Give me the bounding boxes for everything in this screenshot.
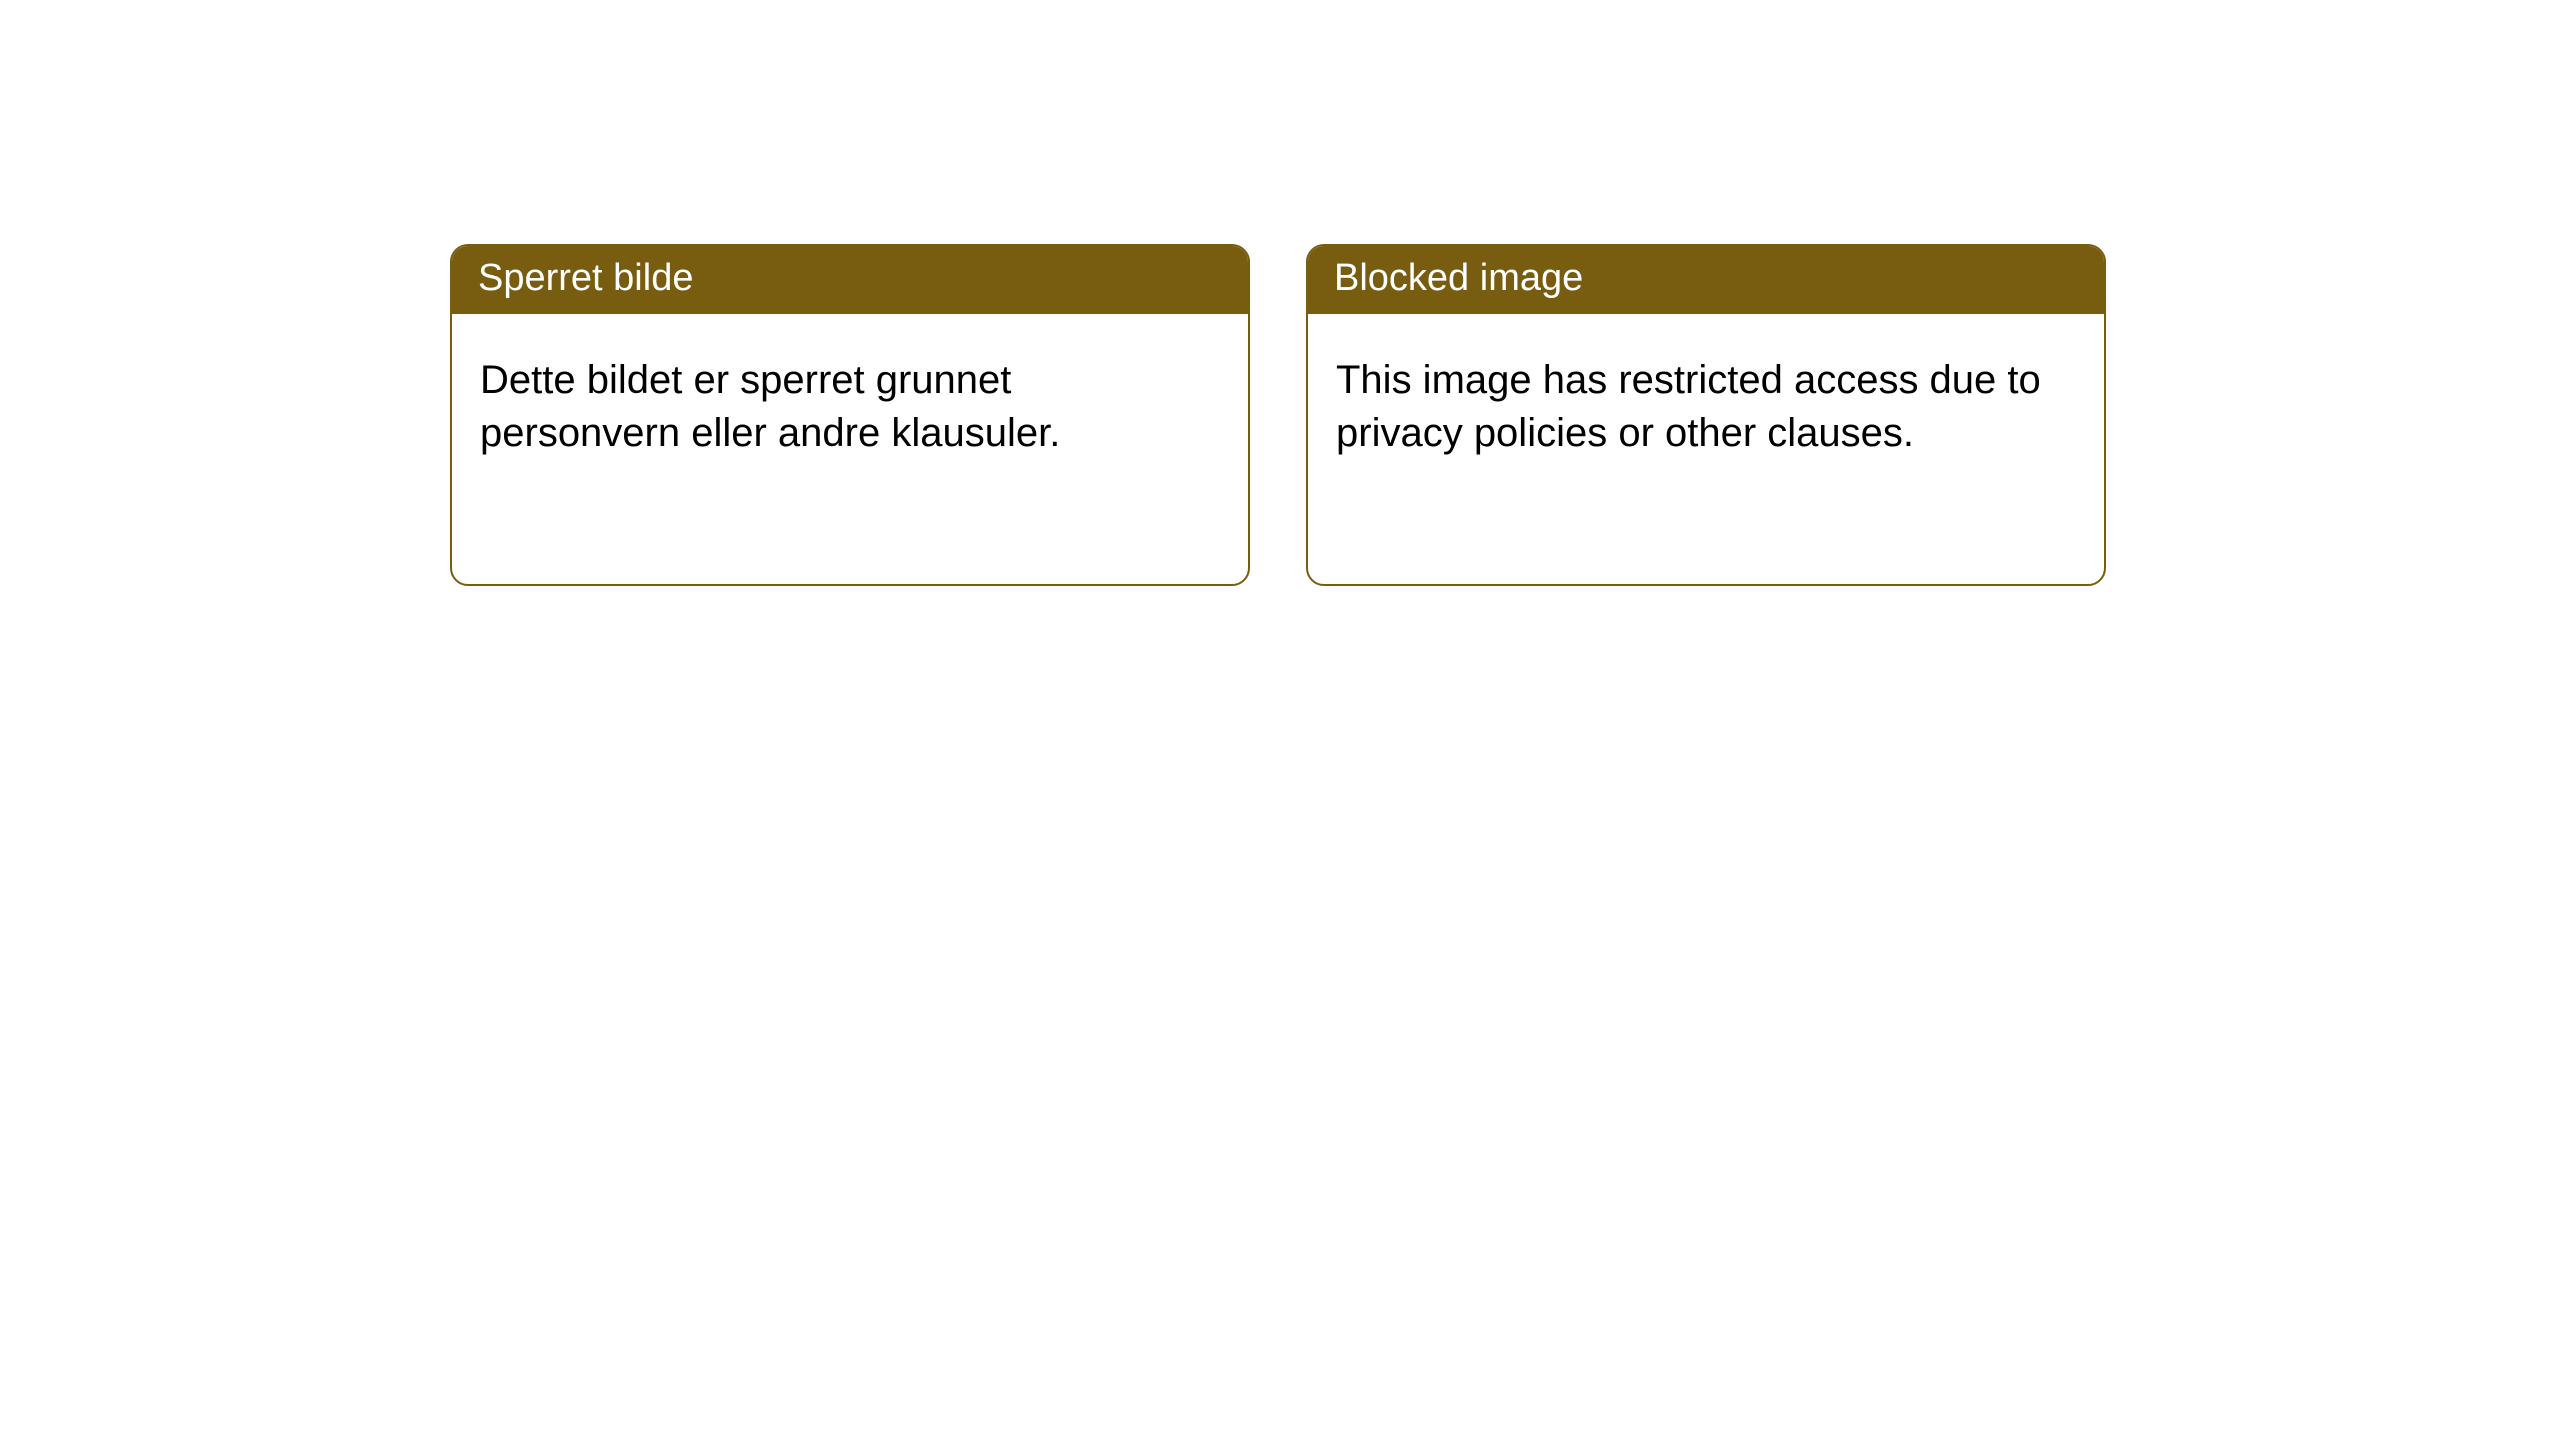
notice-title-norwegian: Sperret bilde	[452, 246, 1248, 314]
notice-title-english: Blocked image	[1308, 246, 2104, 314]
notice-body-norwegian: Dette bildet er sperret grunnet personve…	[452, 314, 1248, 584]
notice-container: Sperret bilde Dette bildet er sperret gr…	[0, 0, 2560, 586]
notice-card-english: Blocked image This image has restricted …	[1306, 244, 2106, 586]
notice-card-norwegian: Sperret bilde Dette bildet er sperret gr…	[450, 244, 1250, 586]
notice-body-english: This image has restricted access due to …	[1308, 314, 2104, 584]
